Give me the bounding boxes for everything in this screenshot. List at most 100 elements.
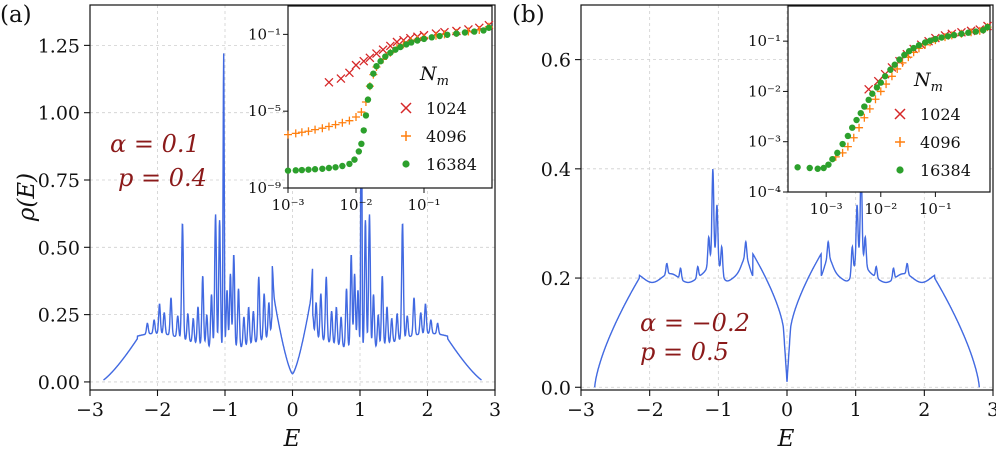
inset-point-dot [453,30,460,37]
inset-point-x [351,60,361,70]
inset-point-dot [436,32,443,40]
legend-marker-dot [402,160,410,168]
inset-point-dot [958,30,965,37]
panel-b-x-label: E [777,426,795,450]
inset-point-dot [397,43,404,51]
inset-point-dot [346,160,353,168]
inset-point-dot [938,34,945,41]
legend-entry-label: 1024 [426,99,467,118]
inset-point-dot [414,37,421,44]
panel-a-label: (a) [0,2,32,28]
inset-point-plus [843,142,852,151]
inset-point-plus [849,133,858,142]
inset-point-plus [331,120,340,129]
inset-point-plus [357,108,366,117]
inset-point-dot [814,165,821,172]
inset-point-dot [362,112,370,119]
x-tick-label: 2 [421,399,433,421]
panel-b-grid [580,5,994,390]
panel-a-y-label: ρ(E) [14,173,40,222]
y-tick-label: 0.2 [541,268,571,290]
inset-point-dot [392,46,399,53]
inset-point-dot [403,41,410,48]
inset-point-dot [881,73,889,80]
inset-point-dot [839,140,846,148]
inset-point-plus [324,122,333,131]
inset-y-tick-label: 10⁻⁵ [248,102,281,120]
inset-point-dot [360,127,367,134]
inset-point-dot [428,34,435,41]
inset-point-dot [298,166,306,174]
inset-point-dot [950,31,958,39]
panel-b-annotation-alpha: α = −0.2 [640,309,750,337]
legend-entry-label: 4096 [426,127,467,146]
inset-point-dot [865,96,872,104]
y-tick-label: 1.25 [38,35,80,57]
panel-b-inset-points [794,21,992,172]
inset-point-plus [345,116,354,125]
inset-point-dot [910,44,917,52]
inset-point-plus [318,124,327,133]
inset-point-dot [366,82,374,90]
x-tick-label: 1 [850,399,862,421]
inset-point-plus [871,95,880,104]
inset-point-dot [480,27,487,34]
inset-point-dot [825,161,832,168]
y-tick-label: 0.0 [541,377,571,399]
inset-y-tick-label: 10⁻² [748,82,781,100]
inset-x-tick-label: 10⁻¹ [919,200,952,218]
inset-point-dot [332,164,339,171]
x-tick-label: −3 [567,399,595,421]
inset-point-dot [915,42,923,49]
x-tick-label: −2 [143,399,171,421]
inset-point-dot [319,165,326,172]
y-tick-label: 0.6 [541,50,571,72]
inset-x-tick-label: 10⁻² [864,200,897,218]
inset-y-tick-label: 10⁻³ [748,133,781,151]
inset-point-x [324,77,334,87]
inset-point-dot [887,66,894,73]
panel-b: (b) −3 −2 −1 0 1 2 3 0.0 0.2 0.4 0.6 E α = −0.2 p… [512,2,996,450]
inset-point-dot [794,164,801,171]
legend-entry-label: 16384 [426,155,477,174]
inset-point-dot [984,23,991,31]
x-tick-label: 0 [781,399,793,421]
panel-a-x-label: E [283,426,301,450]
inset-point-dot [355,148,363,155]
inset-point-dot [926,37,934,44]
inset-point-dot [408,39,415,46]
inset-point-dot [377,58,384,65]
inset-point-dot [364,96,372,103]
inset-point-x [359,56,369,66]
inset-point-dot [339,162,346,170]
inset-point-dot [305,166,312,173]
inset-point-dot [932,35,939,43]
inset-point-dot [853,116,860,124]
inset-point-dot [861,103,868,110]
inset-point-plus [304,127,313,136]
y-tick-label: 0.50 [38,237,80,259]
inset-point-plus [284,130,292,139]
inset-point-dot [820,164,827,172]
inset-y-tick-label: 10⁻¹ [748,32,781,50]
inset-point-dot [420,35,428,43]
y-tick-label: 0.75 [38,170,80,192]
inset-point-dot [485,24,493,31]
y-tick-label: 1.00 [38,103,80,125]
legend-marker-dot [896,166,904,174]
panel-a-density-line [103,53,482,381]
inset-point-dot [891,61,898,68]
legend-title-subscript: m [931,80,943,95]
x-tick-label: −1 [211,399,239,421]
panel-b-inset: 10⁻³ 10⁻² 10⁻¹10⁻¹10⁻²10⁻³10⁻⁴ Nm102440961… [748,5,992,218]
y-tick-label: 0.25 [38,305,80,327]
inset-x-tick-label: 10⁻³ [271,196,304,214]
inset-point-dot [351,156,358,163]
x-tick-label: 0 [286,399,298,421]
panel-a-annotation-p: p = 0.4 [118,164,207,192]
inset-point-dot [284,167,292,174]
inset-point-x [344,68,354,78]
x-tick-label: 1 [354,399,366,421]
